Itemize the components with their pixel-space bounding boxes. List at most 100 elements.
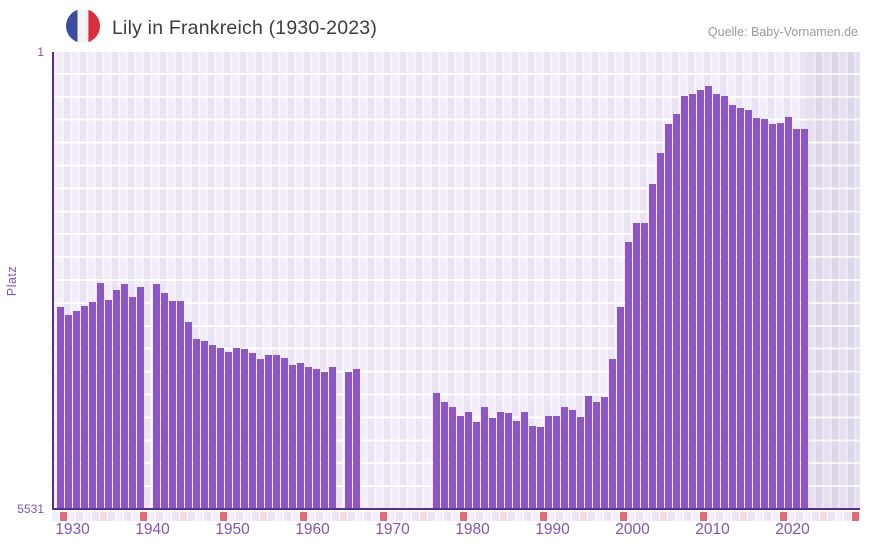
year-bar-2020[interactable] — [776, 122, 784, 508]
year-bar-1999[interactable] — [608, 358, 616, 508]
timeline-cell — [748, 512, 755, 521]
year-bar-1982[interactable] — [472, 422, 480, 508]
year-bar-1964[interactable] — [328, 366, 336, 508]
year-bar-1966[interactable] — [344, 371, 352, 508]
timeline-cell — [308, 512, 315, 521]
year-bar-2016[interactable] — [744, 110, 752, 508]
year-bar-1932[interactable] — [72, 310, 80, 508]
flag-blue-stripe — [66, 9, 78, 43]
year-bar-2017[interactable] — [752, 117, 760, 508]
year-bar-2004[interactable] — [648, 183, 656, 508]
year-bar-1991[interactable] — [544, 415, 552, 508]
year-bar-2008[interactable] — [680, 96, 688, 508]
year-bar-1944[interactable] — [168, 300, 176, 508]
year-bar-1950[interactable] — [216, 347, 224, 508]
year-bar-1954[interactable] — [248, 352, 256, 508]
year-bar-1977[interactable] — [432, 393, 440, 508]
timeline-cell — [340, 512, 347, 521]
year-bar-1958[interactable] — [280, 357, 288, 508]
year-bar-1962[interactable] — [312, 369, 320, 508]
timeline-cell — [140, 512, 147, 521]
year-bar-1986[interactable] — [504, 413, 512, 508]
year-bar-2005[interactable] — [656, 152, 664, 508]
year-bar-1980[interactable] — [456, 415, 464, 508]
timeline-cell — [180, 512, 187, 521]
year-bar-1994[interactable] — [568, 409, 576, 508]
year-bar-1939[interactable] — [128, 296, 136, 508]
year-bar-1931[interactable] — [64, 314, 72, 508]
year-bar-1984[interactable] — [488, 418, 496, 508]
source-attribution[interactable]: Quelle: Baby-Vornamen.de — [707, 25, 858, 39]
timeline-cell — [788, 512, 795, 521]
year-bar-2003[interactable] — [640, 223, 648, 508]
year-bar-1979[interactable] — [448, 406, 456, 508]
year-bar-2002[interactable] — [632, 223, 640, 508]
year-bar-2001[interactable] — [624, 242, 632, 508]
timeline-cell — [780, 512, 787, 521]
year-bar-1990[interactable] — [536, 427, 544, 508]
year-bar-1933[interactable] — [80, 305, 88, 508]
year-bar-2007[interactable] — [672, 113, 680, 508]
year-bar-1998[interactable] — [600, 396, 608, 508]
year-bar-2013[interactable] — [720, 96, 728, 508]
year-bar-2014[interactable] — [728, 104, 736, 508]
year-bar-1946[interactable] — [184, 321, 192, 508]
year-bar-1988[interactable] — [520, 412, 528, 508]
year-bar-1960[interactable] — [296, 362, 304, 508]
year-bar-2023[interactable] — [800, 128, 808, 508]
year-bar-1978[interactable] — [440, 401, 448, 508]
year-bar-2019[interactable] — [768, 123, 776, 508]
year-bar-1993[interactable] — [560, 407, 568, 508]
year-bar-1945[interactable] — [176, 300, 184, 508]
timeline-cell — [548, 512, 555, 521]
year-bar-2018[interactable] — [760, 118, 768, 508]
year-bar-1943[interactable] — [160, 292, 168, 508]
year-bar-1935[interactable] — [96, 282, 104, 508]
timeline-cell — [540, 512, 547, 521]
year-bar-1967[interactable] — [352, 369, 360, 508]
year-bar-2009[interactable] — [688, 93, 696, 508]
year-bar-1989[interactable] — [528, 426, 536, 508]
year-bar-1934[interactable] — [88, 301, 96, 508]
year-bar-1959[interactable] — [288, 365, 296, 508]
year-bar-1949[interactable] — [208, 344, 216, 508]
year-bar-1981[interactable] — [464, 412, 472, 508]
year-bar-1957[interactable] — [272, 355, 280, 508]
year-bar-1955[interactable] — [256, 358, 264, 508]
year-bar-1983[interactable] — [480, 406, 488, 508]
year-bar-1940[interactable] — [136, 286, 144, 508]
year-bar-2006[interactable] — [664, 123, 672, 508]
timeline-cell — [348, 512, 355, 521]
year-bar-1936[interactable] — [104, 300, 112, 508]
year-bar-1992[interactable] — [552, 416, 560, 508]
year-bar-1956[interactable] — [264, 354, 272, 508]
year-bar-2010[interactable] — [696, 89, 704, 508]
year-bar-1995[interactable] — [576, 417, 584, 508]
year-bar-1951[interactable] — [224, 352, 232, 508]
year-bar-2011[interactable] — [704, 85, 712, 508]
year-bar-1985[interactable] — [496, 412, 504, 508]
year-bar-1938[interactable] — [120, 283, 128, 508]
year-bar-1987[interactable] — [512, 420, 520, 508]
year-bar-2022[interactable] — [792, 129, 800, 508]
year-bar-2015[interactable] — [736, 108, 744, 508]
timeline-cell — [828, 512, 835, 521]
year-bar-2000[interactable] — [616, 306, 624, 508]
year-bar-1947[interactable] — [192, 338, 200, 508]
year-bar-1952[interactable] — [232, 347, 240, 508]
year-bar-1930[interactable] — [56, 306, 64, 508]
timeline-cell — [764, 512, 771, 521]
year-bar-2012[interactable] — [712, 93, 720, 508]
year-bar-1961[interactable] — [304, 366, 312, 508]
year-bar-1996[interactable] — [584, 395, 592, 508]
year-bar-1942[interactable] — [152, 283, 160, 508]
year-bar-1963[interactable] — [320, 371, 328, 508]
timeline-cell — [204, 512, 211, 521]
y-axis-top-tick: 1 — [37, 45, 44, 59]
year-bar-1953[interactable] — [240, 348, 248, 508]
year-bar-1937[interactable] — [112, 290, 120, 508]
year-bar-2021[interactable] — [784, 117, 792, 508]
timeline-cell — [604, 512, 611, 521]
year-bar-1948[interactable] — [200, 340, 208, 508]
year-bar-1997[interactable] — [592, 402, 600, 508]
